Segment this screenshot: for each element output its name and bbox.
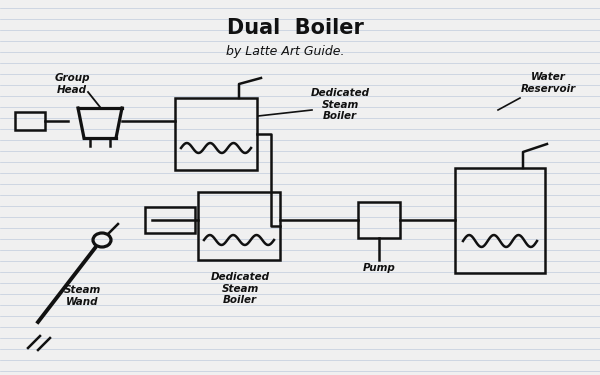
- Text: Group
Head: Group Head: [54, 73, 90, 94]
- Text: Dedicated
Steam
Boiler: Dedicated Steam Boiler: [311, 88, 370, 121]
- Text: Dedicated
Steam
Boiler: Dedicated Steam Boiler: [211, 272, 269, 305]
- Text: Pump: Pump: [362, 263, 395, 273]
- Text: Water
Reservoir: Water Reservoir: [520, 72, 575, 94]
- Text: Dual  Boiler: Dual Boiler: [227, 18, 364, 38]
- Text: Steam
Wand: Steam Wand: [64, 285, 101, 307]
- Text: by Latte Art Guide.: by Latte Art Guide.: [226, 45, 344, 58]
